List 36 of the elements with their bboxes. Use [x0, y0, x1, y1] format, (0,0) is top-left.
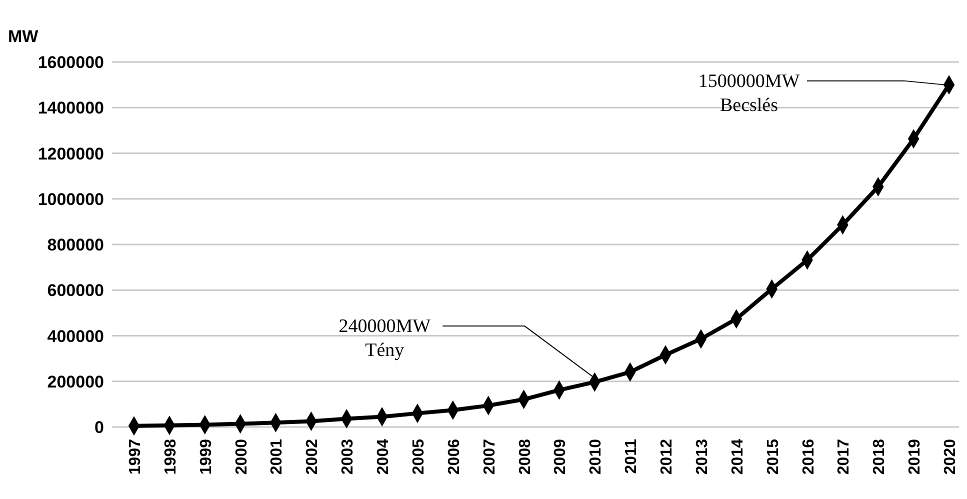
y-tick-label: 200000 [47, 372, 104, 392]
x-tick-label: 2005 [410, 438, 428, 475]
y-tick-label: 1400000 [38, 98, 104, 118]
x-tick-label: 2016 [800, 438, 818, 475]
y-tick-label: 1600000 [38, 53, 104, 72]
x-tick-label: 2001 [268, 438, 286, 475]
x-tick-label: 2014 [729, 438, 746, 475]
x-tick-label: 1997 [127, 438, 144, 475]
x-tick-label: 2006 [446, 438, 463, 475]
x-tick-label: 2018 [871, 438, 888, 475]
x-tick-label: 2013 [694, 438, 711, 475]
x-tick-label: 2015 [764, 438, 782, 475]
x-tick-label: 2017 [836, 438, 853, 475]
x-tick-label: 2009 [552, 438, 570, 475]
x-tick-label: 2008 [516, 438, 534, 475]
x-tick-label: 2020 [942, 438, 959, 475]
x-tick-label: 1999 [198, 438, 215, 475]
x-tick-label: 2019 [906, 438, 924, 475]
x-tick-label: 2002 [304, 438, 322, 475]
y-tick-label: 400000 [47, 326, 104, 346]
y-tick-label: 600000 [47, 281, 104, 300]
x-tick-label: 2010 [588, 438, 605, 475]
y-tick-label: 1200000 [38, 144, 104, 164]
x-tick-label: 1998 [162, 438, 180, 475]
x-tick-label: 2003 [340, 438, 357, 475]
annotation: 240000MW Tény [338, 316, 431, 362]
x-tick-label: 2007 [481, 438, 498, 475]
y-tick-label: 1000000 [38, 190, 104, 209]
y-tick-label: 0 [94, 418, 104, 437]
x-tick-label: 2004 [375, 438, 392, 475]
y-axis-title: MW [8, 27, 40, 46]
x-tick-label: 2000 [233, 438, 250, 475]
y-tick-label: 800000 [47, 236, 104, 254]
annotation: 1500000MW Becslés [698, 70, 800, 116]
x-tick-label: 2012 [658, 438, 676, 475]
x-tick-label: 2011 [623, 438, 640, 474]
